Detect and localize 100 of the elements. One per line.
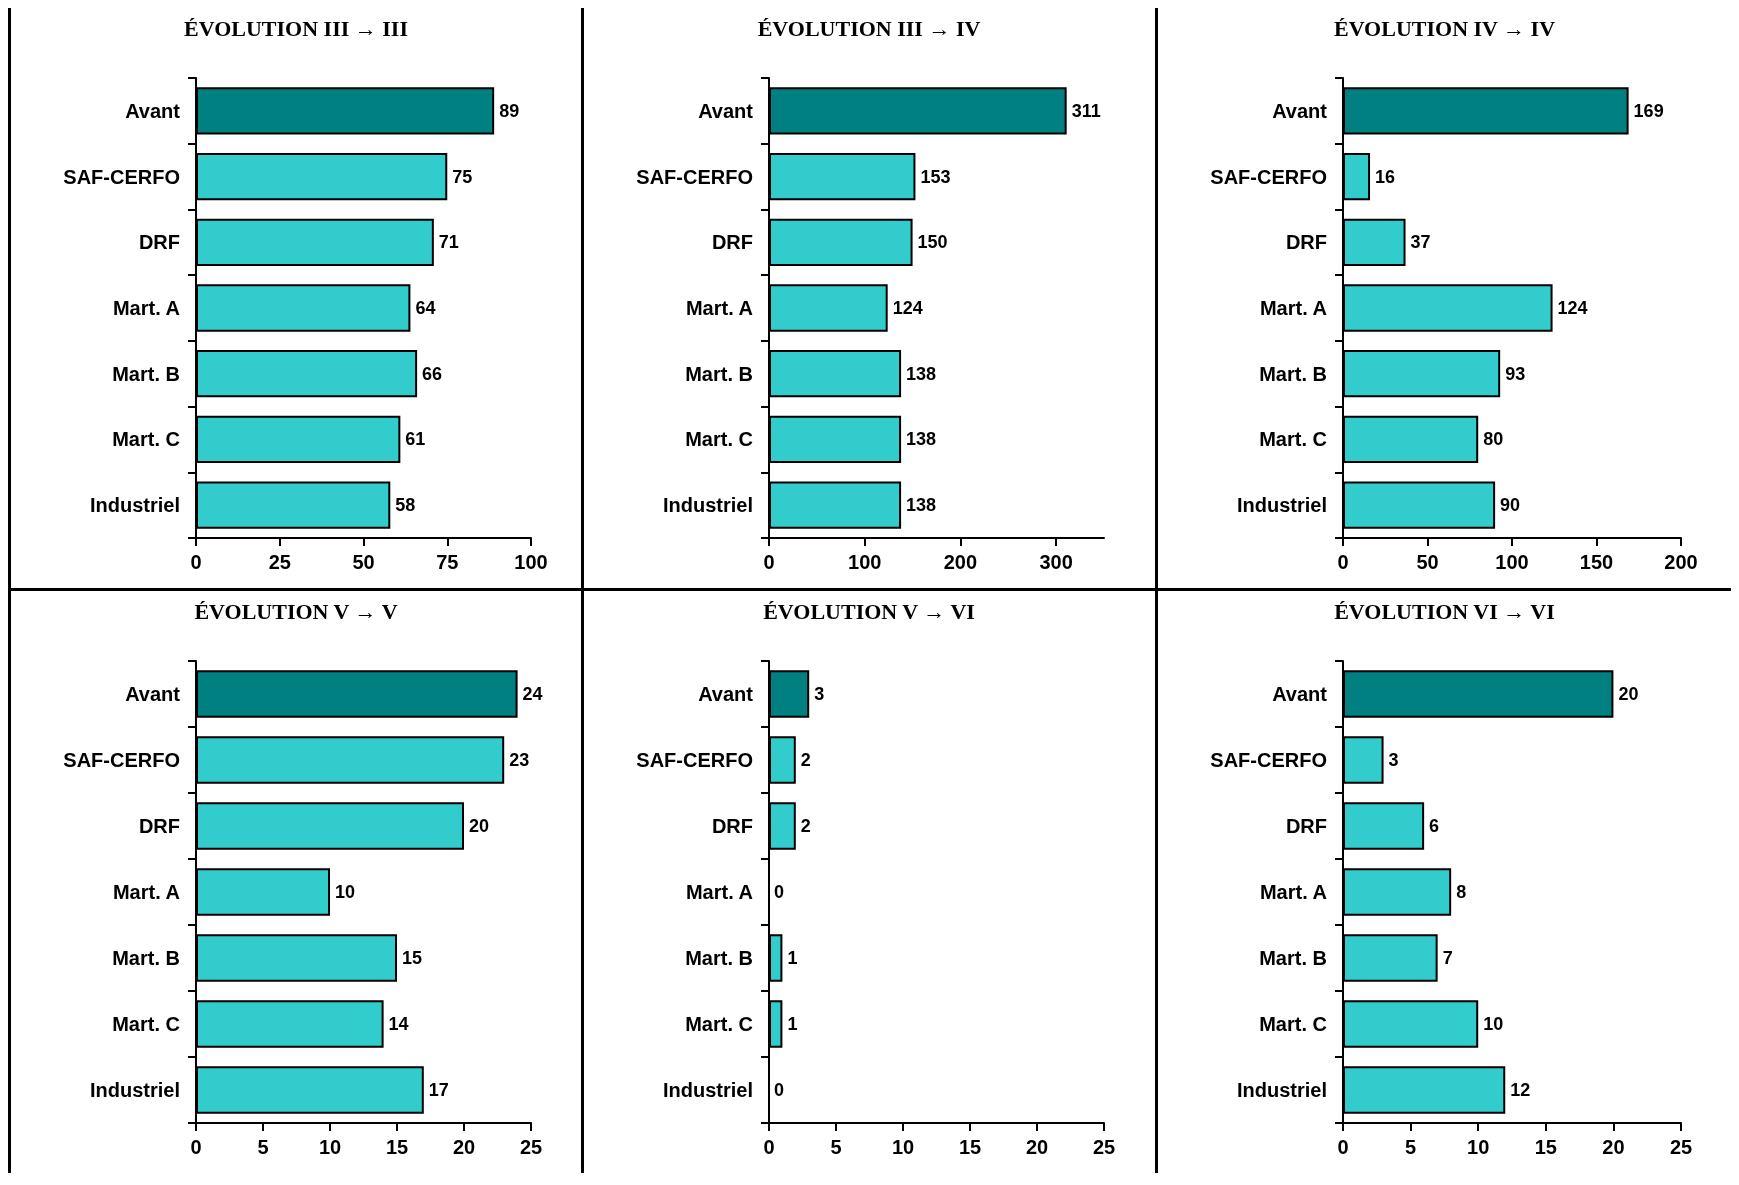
- data-label: 153: [920, 166, 951, 187]
- y-tick-label: Mart. B: [112, 947, 180, 969]
- data-label: 138: [906, 363, 937, 384]
- y-tick-label: SAF-CERFO: [636, 749, 754, 771]
- y-tick-label: Mart. C: [1258, 1013, 1327, 1035]
- data-label: 2: [801, 750, 812, 770]
- y-tick-label: Mart. C: [685, 428, 754, 451]
- data-label: 3: [814, 684, 825, 704]
- x-tick-label: 25: [1669, 1136, 1692, 1158]
- x-tick-label: 25: [268, 551, 291, 573]
- data-label: 1: [787, 1014, 798, 1034]
- x-tick-label: 100: [514, 551, 548, 573]
- data-label: 15: [402, 948, 423, 968]
- y-tick-label: SAF-CERFO: [63, 749, 180, 771]
- x-tick-label: 15: [385, 1136, 409, 1158]
- x-tick-label: 200: [944, 551, 978, 573]
- data-label: 124: [1557, 298, 1588, 318]
- x-tick-label: 15: [1534, 1136, 1557, 1158]
- y-tick-label: Avant: [125, 99, 181, 122]
- x-tick-label: 0: [763, 551, 775, 573]
- data-label: 23: [509, 750, 530, 770]
- x-tick-label: 200: [1663, 551, 1698, 573]
- y-tick-label: Mart. B: [1258, 947, 1327, 969]
- y-tick-label: Mart. A: [686, 297, 754, 319]
- x-tick-label: 100: [1494, 551, 1529, 573]
- y-tick-label: DRF: [712, 231, 754, 254]
- data-label: 2: [801, 816, 812, 836]
- x-tick-label: 100: [848, 551, 882, 573]
- data-label: 17: [428, 1080, 449, 1100]
- x-tick-label: 5: [830, 1136, 842, 1158]
- y-tick-label: SAF-CERFO: [1209, 749, 1327, 771]
- y-tick-label: Industriel: [1236, 494, 1327, 517]
- y-tick-label: Mart. C: [685, 1013, 754, 1035]
- y-tick-label: Mart. B: [685, 947, 754, 969]
- data-label: 16: [1374, 166, 1395, 187]
- data-label: 90: [1499, 495, 1520, 516]
- x-tick-label: 0: [763, 1136, 775, 1158]
- y-tick-label: Avant: [698, 683, 754, 705]
- data-label: 10: [1482, 1014, 1503, 1034]
- x-tick-label: 20: [1601, 1136, 1625, 1158]
- data-label: 0: [774, 1080, 785, 1100]
- data-label: 150: [917, 232, 948, 253]
- data-label: 1: [787, 948, 798, 968]
- x-tick-label: 300: [1039, 551, 1074, 573]
- y-tick-label: SAF-CERFO: [636, 165, 754, 188]
- x-tick-label: 0: [190, 551, 202, 573]
- data-label: 3: [1388, 750, 1399, 770]
- data-label: 14: [388, 1014, 409, 1034]
- x-tick-label: 15: [959, 1136, 982, 1158]
- data-label: 61: [405, 429, 426, 450]
- data-label: 71: [438, 232, 459, 253]
- data-label: 12: [1509, 1080, 1530, 1100]
- y-tick-label: Mart. B: [685, 362, 754, 385]
- x-tick-label: 50: [1416, 551, 1439, 573]
- x-tick-label: 25: [1093, 1136, 1116, 1158]
- data-label: 75: [452, 166, 473, 187]
- y-tick-label: Industriel: [663, 494, 754, 517]
- chart-title: ÉVOLUTION III → III: [184, 15, 408, 41]
- data-label: 20: [1618, 684, 1639, 704]
- x-tick-label: 10: [1466, 1136, 1489, 1158]
- data-label: 169: [1633, 100, 1664, 121]
- x-tick-label: 10: [318, 1136, 342, 1158]
- y-tick-label: Mart. A: [1259, 297, 1327, 319]
- y-tick-label: Industriel: [89, 1079, 180, 1101]
- chart-title: ÉVOLUTION V → V: [194, 598, 398, 624]
- x-tick-label: 10: [892, 1136, 915, 1158]
- data-label: 138: [906, 495, 937, 516]
- chart-title: ÉVOLUTION V → VI: [763, 598, 976, 624]
- data-label: 6: [1428, 816, 1439, 836]
- data-label: 124: [893, 298, 924, 318]
- y-tick-label: Mart. A: [112, 297, 180, 319]
- y-tick-label: Avant: [698, 99, 754, 122]
- y-tick-label: Industriel: [1236, 1079, 1327, 1101]
- y-tick-label: Mart. C: [112, 1013, 180, 1035]
- data-label: 37: [1410, 232, 1431, 253]
- y-tick-label: Mart. C: [1258, 428, 1327, 451]
- y-tick-label: Mart. A: [112, 881, 180, 903]
- data-label: 58: [395, 495, 416, 516]
- y-tick-label: Avant: [125, 683, 181, 705]
- y-tick-label: Avant: [1271, 683, 1327, 705]
- data-label: 311: [1072, 100, 1102, 121]
- y-tick-label: Avant: [1271, 99, 1327, 122]
- data-label: 66: [422, 363, 443, 384]
- chart-title: ÉVOLUTION III → IV: [757, 15, 981, 41]
- x-tick-label: 50: [352, 551, 375, 573]
- x-tick-label: 20: [452, 1136, 476, 1158]
- y-tick-label: SAF-CERFO: [63, 165, 180, 188]
- y-tick-label: Mart. C: [112, 428, 180, 451]
- data-label: 7: [1442, 948, 1453, 968]
- x-tick-label: 25: [519, 1136, 543, 1158]
- y-tick-label: Industriel: [89, 494, 180, 517]
- chart-title: ÉVOLUTION VI → VI: [1333, 598, 1555, 624]
- data-label: 80: [1482, 429, 1503, 450]
- y-tick-label: Mart. B: [1258, 362, 1327, 385]
- y-tick-label: DRF: [712, 815, 754, 837]
- data-label: 93: [1504, 363, 1525, 384]
- data-label: 24: [522, 684, 543, 704]
- x-tick-label: 5: [257, 1136, 269, 1158]
- y-tick-label: Mart. A: [1259, 881, 1327, 903]
- data-label: 89: [499, 100, 520, 121]
